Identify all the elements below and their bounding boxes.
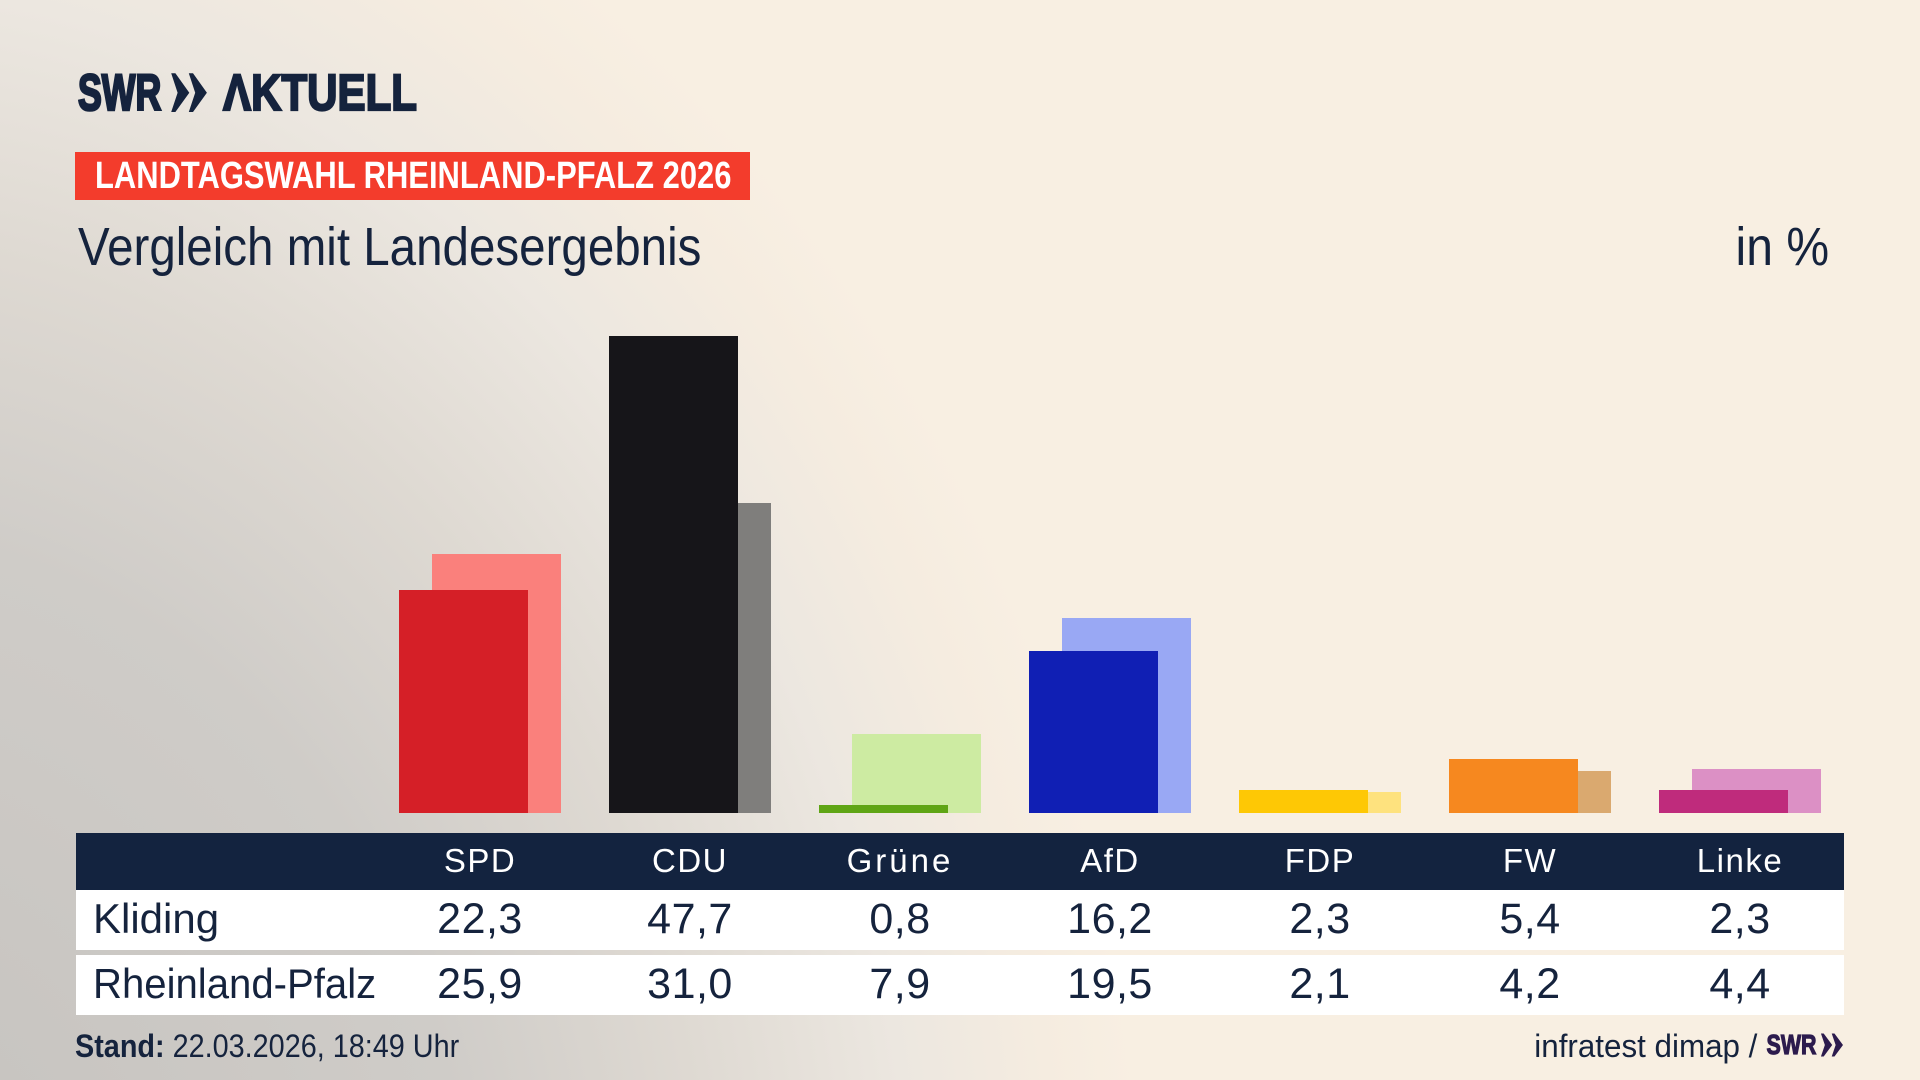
svg-text:ΛKTUELL: ΛKTUELL [223,64,417,121]
svg-text:SWR: SWR [78,65,161,122]
svg-text:SWR: SWR [1767,1033,1817,1059]
